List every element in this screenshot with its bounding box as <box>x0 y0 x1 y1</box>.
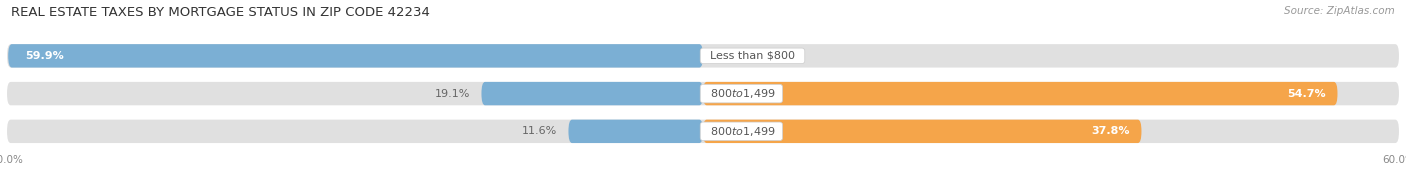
Text: $800 to $1,499: $800 to $1,499 <box>703 125 780 138</box>
FancyBboxPatch shape <box>568 120 703 143</box>
FancyBboxPatch shape <box>7 82 1399 105</box>
FancyBboxPatch shape <box>703 120 1142 143</box>
Text: 19.1%: 19.1% <box>434 89 470 99</box>
FancyBboxPatch shape <box>703 82 1337 105</box>
Text: 11.6%: 11.6% <box>522 126 557 136</box>
Text: 54.7%: 54.7% <box>1288 89 1326 99</box>
Text: 37.8%: 37.8% <box>1091 126 1130 136</box>
Text: Source: ZipAtlas.com: Source: ZipAtlas.com <box>1284 6 1395 16</box>
Text: 0.0%: 0.0% <box>720 51 748 61</box>
Text: Less than $800: Less than $800 <box>703 51 801 61</box>
FancyBboxPatch shape <box>7 120 1399 143</box>
Text: $800 to $1,499: $800 to $1,499 <box>703 87 780 100</box>
Text: 59.9%: 59.9% <box>25 51 65 61</box>
Text: REAL ESTATE TAXES BY MORTGAGE STATUS IN ZIP CODE 42234: REAL ESTATE TAXES BY MORTGAGE STATUS IN … <box>11 6 430 19</box>
FancyBboxPatch shape <box>481 82 703 105</box>
FancyBboxPatch shape <box>7 44 1399 67</box>
FancyBboxPatch shape <box>8 44 703 67</box>
